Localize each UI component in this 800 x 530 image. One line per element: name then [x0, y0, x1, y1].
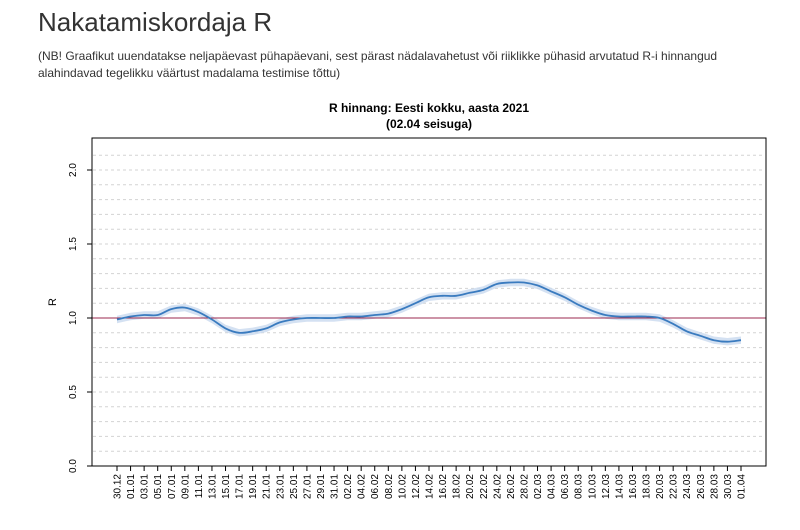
plot-frame: [91, 137, 767, 467]
x-tick-label: 25.01: [289, 474, 300, 499]
x-tick-label: 19.01: [248, 474, 259, 499]
chart-subtitle: (02.04 seisuga): [386, 117, 472, 131]
y-tick-label: 0.0: [68, 459, 79, 473]
x-tick-label: 20.03: [655, 474, 666, 499]
x-tick-label: 15.01: [221, 474, 232, 499]
x-tick-label: 01.04: [737, 474, 748, 499]
x-tick-label: 04.03: [547, 474, 558, 499]
x-tick-label: 21.01: [262, 474, 273, 499]
r-series-layer: [116, 281, 742, 343]
x-tick-label: 22.02: [479, 474, 490, 499]
x-tick-label: 20.02: [465, 474, 476, 499]
x-tick-label: 02.02: [343, 474, 354, 499]
chart-title: R hinnang: Eesti kokku, aasta 2021: [329, 101, 529, 115]
confidence-band-layer: [117, 278, 741, 346]
x-tick-label: 08.02: [384, 474, 395, 499]
x-tick-label: 02.03: [533, 474, 544, 499]
x-tick-label: 12.02: [411, 474, 422, 499]
x-tick-label: 04.02: [357, 474, 368, 499]
x-tick-label: 11.01: [194, 474, 205, 499]
x-tick-label: 12.03: [601, 474, 612, 499]
x-tick-label: 23.01: [275, 474, 286, 499]
confidence-band: [117, 278, 741, 346]
x-tick-label: 18.03: [642, 474, 653, 499]
x-tick-label: 01.01: [126, 474, 137, 499]
y-tick-label: 2.0: [68, 163, 79, 177]
x-tick-label: 26.02: [506, 474, 517, 499]
x-tick-label: 27.01: [302, 474, 313, 499]
x-tick-label: 22.03: [669, 474, 680, 499]
x-tick-label: 17.01: [235, 474, 246, 499]
x-tick-label: 10.03: [587, 474, 598, 499]
x-tick-label: 29.01: [316, 474, 327, 499]
update-note: (NB! Graafikut uuendatakse neljapäevast …: [38, 49, 718, 80]
r-series-line: [116, 281, 742, 343]
x-tick-label: 16.02: [438, 474, 449, 499]
y-tick-label: 1.0: [68, 311, 79, 325]
x-tick-label: 30.03: [723, 474, 734, 499]
x-tick-label: 03.01: [140, 474, 151, 499]
page-title: Nakatamiskordaja R: [38, 7, 273, 37]
grid-lines: [93, 154, 765, 452]
x-tick-label: 07.01: [167, 474, 178, 499]
x-tick-label: 08.03: [574, 474, 585, 499]
x-tick-label: 06.03: [560, 474, 571, 499]
y-axis-label: R: [47, 298, 59, 306]
x-tick-label: 28.02: [519, 474, 530, 499]
y-axis: 0.0 0.5 1.0 1.5 2.0: [68, 163, 92, 473]
y-tick-label: 1.5: [68, 237, 79, 251]
x-tick-label: 09.01: [180, 474, 191, 499]
x-tick-label: 10.02: [397, 474, 408, 499]
r-chart: R hinnang: Eesti kokku, aasta 2021 (02.0…: [47, 101, 767, 499]
x-tick-label: 16.03: [628, 474, 639, 499]
x-tick-label: 06.02: [370, 474, 381, 499]
x-tick-label: 13.01: [207, 474, 218, 499]
x-tick-label: 14.03: [614, 474, 625, 499]
y-tick-label: 0.5: [68, 385, 79, 399]
x-tick-label: 14.02: [425, 474, 436, 499]
x-tick-label: 30.12: [113, 474, 124, 499]
x-tick-label: 31.01: [330, 474, 341, 499]
x-tick-label: 18.02: [452, 474, 463, 499]
x-tick-label: 26.03: [696, 474, 707, 499]
x-axis: 30.12 01.01 03.01 05.01 07.01 09.01 11.01 13.01…: [113, 466, 748, 499]
x-tick-label: 24.03: [682, 474, 693, 499]
chart-container: R hinnang: Eesti kokku, aasta 2021 (02.0…: [0, 90, 800, 525]
x-tick-label: 05.01: [153, 474, 164, 499]
x-tick-label: 28.03: [709, 474, 720, 499]
x-tick-label: 24.02: [492, 474, 503, 499]
